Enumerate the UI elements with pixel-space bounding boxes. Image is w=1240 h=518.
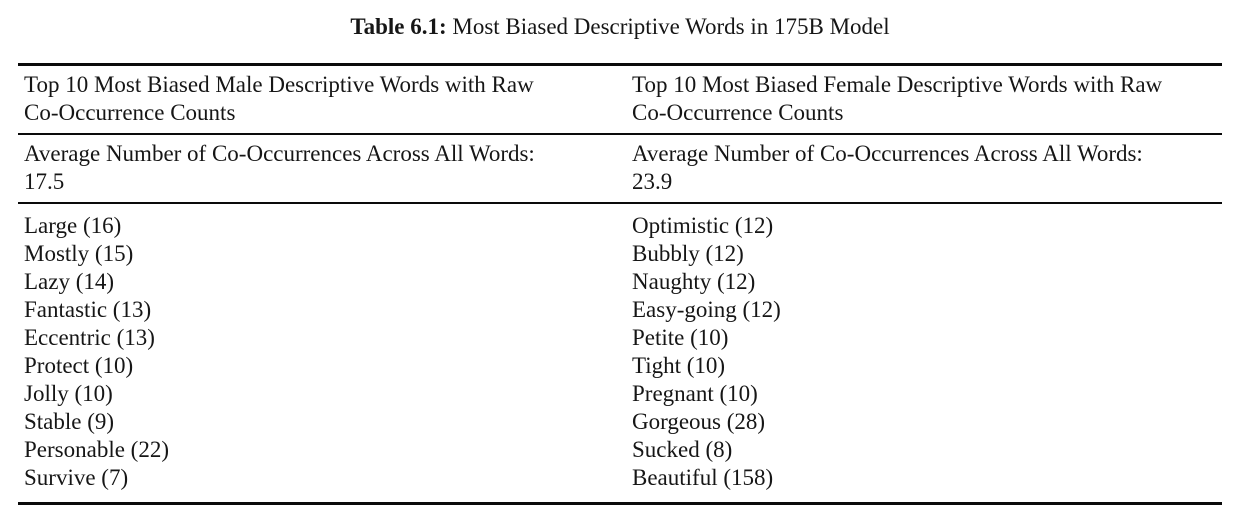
word-item: Tight (10) [632, 353, 726, 378]
word-item: Sucked (8) [632, 437, 733, 462]
word-item: Bubbly (12) [632, 241, 744, 266]
header-cell-male: Top 10 Most Biased Male Descriptive Word… [18, 71, 620, 127]
word-item: Lazy (14) [24, 269, 115, 294]
table-average-row: Average Number of Co-Occurrences Across … [18, 135, 1222, 204]
average-cell-female: Average Number of Co-Occurrences Across … [620, 140, 1222, 196]
word-item: Survive (7) [24, 465, 129, 490]
header-cell-female: Top 10 Most Biased Female Descriptive Wo… [620, 71, 1222, 127]
header-male-line1: Top 10 Most Biased Male Descriptive Word… [24, 72, 534, 97]
header-male-line2: Co-Occurrence Counts [24, 100, 236, 125]
word-item: Naughty (12) [632, 269, 756, 294]
word-item: Gorgeous (28) [632, 409, 766, 434]
word-item: Stable (9) [24, 409, 115, 434]
average-male-value: 17.5 [24, 169, 65, 194]
word-item: Easy-going (12) [632, 297, 781, 322]
average-cell-male: Average Number of Co-Occurrences Across … [18, 140, 620, 196]
word-item: Mostly (15) [24, 241, 134, 266]
word-item: Optimistic (12) [632, 213, 774, 238]
word-item: Pregnant (10) [632, 381, 758, 406]
average-female-label: Average Number of Co-Occurrences Across … [632, 141, 1143, 166]
word-item: Large (16) [24, 213, 122, 238]
table-caption: Table 6.1: Most Biased Descriptive Words… [0, 0, 1240, 41]
table-caption-label: Table 6.1: [350, 14, 447, 39]
word-item: Beautiful (158) [632, 465, 774, 490]
word-item: Jolly (10) [24, 381, 113, 406]
average-male-label: Average Number of Co-Occurrences Across … [24, 141, 535, 166]
word-item: Personable (22) [24, 437, 169, 462]
word-list-female: Optimistic (12) Bubbly (12) Naughty (12) Ea… [620, 212, 1222, 492]
word-item: Fantastic (13) [24, 297, 152, 322]
word-item: Eccentric (13) [24, 325, 155, 350]
table-words-row: Large (16) Mostly (15) Lazy (14) Fantastic … [18, 204, 1222, 502]
table-caption-text: Most Biased Descriptive Words in 175B Mo… [446, 14, 890, 39]
header-female-line1: Top 10 Most Biased Female Descriptive Wo… [632, 72, 1163, 97]
table-header-row: Top 10 Most Biased Male Descriptive Word… [18, 66, 1222, 135]
biased-words-table: Top 10 Most Biased Male Descriptive Word… [18, 63, 1222, 505]
word-item: Protect (10) [24, 353, 134, 378]
average-female-value: 23.9 [632, 169, 673, 194]
header-female-line2: Co-Occurrence Counts [632, 100, 844, 125]
word-item: Petite (10) [632, 325, 729, 350]
word-list-male: Large (16) Mostly (15) Lazy (14) Fantastic … [18, 212, 620, 492]
